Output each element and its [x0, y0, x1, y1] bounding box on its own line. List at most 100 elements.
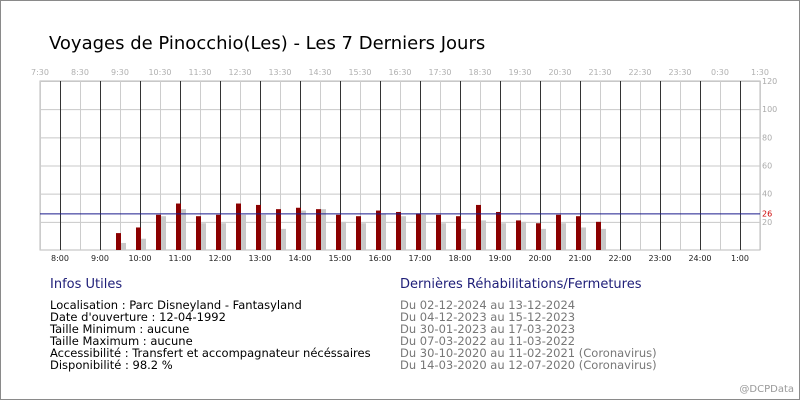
info-line: Date d'ouverture : 12-04-1992: [50, 310, 226, 325]
bar-primary: [536, 223, 541, 250]
bottom-axis-label: 8:00: [51, 254, 69, 263]
y-tick-label: 20: [762, 218, 772, 227]
bar-primary: [176, 203, 181, 250]
bar-secondary: [201, 223, 206, 250]
bar-secondary: [361, 223, 366, 250]
bottom-axis-label: 13:00: [248, 254, 271, 263]
chart-title: Voyages de Pinocchio(Les) - Les 7 Dernie…: [49, 33, 486, 54]
top-axis-label: 18:30: [468, 68, 491, 77]
bottom-axis-label: 17:00: [408, 254, 431, 263]
top-axis-label: 9:30: [111, 68, 129, 77]
bar-secondary: [461, 228, 466, 250]
bar-primary: [576, 216, 581, 250]
rehab-line: Du 30-01-2023 au 17-03-2023: [400, 322, 576, 337]
y-tick-label: 80: [762, 133, 772, 142]
top-axis-label: 7:30: [31, 68, 49, 77]
y-tick-label: 60: [762, 162, 772, 171]
bar-secondary: [541, 228, 546, 250]
bar-secondary: [581, 227, 586, 250]
bottom-axis-label: 19:00: [488, 254, 511, 263]
top-axis-label: 20:30: [548, 68, 571, 77]
bar-secondary: [181, 209, 186, 250]
top-axis-label: 10:30: [148, 68, 171, 77]
info-line: Localisation : Parc Disneyland - Fantasy…: [50, 298, 302, 312]
bar-secondary: [421, 214, 426, 250]
rehab-line: Du 02-12-2024 au 13-12-2024: [400, 298, 576, 312]
bar-primary: [116, 233, 121, 250]
reference-line-label: 26: [762, 209, 772, 218]
bottom-axis-label: 24:00: [688, 254, 711, 263]
bar-primary: [236, 203, 241, 250]
top-axis-label: 19:30: [508, 68, 531, 77]
bar-secondary: [241, 214, 246, 250]
top-axis-label: 8:30: [71, 68, 89, 77]
top-axis-label: 17:30: [428, 68, 451, 77]
y-tick-label: 100: [762, 105, 777, 114]
rehab-list: Du 02-12-2024 au 13-12-2024 Du 04-12-2023…: [400, 299, 657, 372]
bar-primary: [376, 210, 381, 250]
info-line: Disponibilité : 98.2 %: [50, 358, 173, 373]
rehab-line: Du 14-03-2020 au 12-07-2020 (Coronavirus…: [400, 358, 657, 373]
bar-secondary: [381, 213, 386, 250]
bar-primary: [296, 207, 301, 250]
top-axis-label: 16:30: [388, 68, 411, 77]
info-list: Localisation : Parc Disneyland - Fantasy…: [50, 299, 371, 372]
bar-secondary: [121, 242, 126, 250]
rehab-line: Du 04-12-2023 au 15-12-2023: [400, 310, 576, 325]
bottom-axis-label: 20:00: [528, 254, 551, 263]
bottom-axis-label: 23:00: [648, 254, 671, 263]
bottom-axis-label: 21:00: [568, 254, 591, 263]
bar-primary: [396, 211, 401, 250]
bottom-axis-label: 18:00: [448, 254, 471, 263]
bottom-axis-label: 11:00: [168, 254, 191, 263]
y-tick-label: 120: [762, 77, 777, 86]
top-axis-label: 15:30: [348, 68, 371, 77]
top-axis-label: 11:30: [188, 68, 211, 77]
bar-primary: [476, 204, 481, 250]
top-axis-label: 0:30: [711, 68, 729, 77]
top-axis-label: 21:30: [588, 68, 611, 77]
info-heading: Infos Utiles: [50, 277, 123, 292]
bar-secondary: [321, 209, 326, 250]
bar-secondary: [261, 214, 266, 250]
top-axis-label: 13:30: [268, 68, 291, 77]
bar-primary: [416, 213, 421, 250]
bar-secondary: [341, 221, 346, 250]
bar-primary: [356, 216, 361, 250]
bar-secondary: [141, 238, 146, 250]
bar-primary: [196, 216, 201, 250]
bar-primary: [496, 211, 501, 250]
bar-secondary: [281, 228, 286, 250]
info-line: Taille Minimum : aucune: [50, 322, 190, 337]
bar-primary: [276, 209, 281, 250]
bar-secondary: [521, 221, 526, 250]
bottom-axis-label: 15:00: [328, 254, 351, 263]
bar-primary: [216, 214, 221, 250]
top-axis-label: 22:30: [628, 68, 651, 77]
bar-primary: [556, 214, 561, 250]
bar-secondary: [441, 223, 446, 250]
bottom-axis-label: 12:00: [208, 254, 231, 263]
bar-secondary: [561, 223, 566, 250]
y-tick-label: 40: [762, 190, 772, 199]
bar-secondary: [161, 216, 166, 250]
bottom-axis-label: 9:00: [91, 254, 109, 263]
bottom-axis-label: 10:00: [128, 254, 151, 263]
bar-primary: [256, 204, 261, 250]
bar-secondary: [221, 223, 226, 250]
bottom-axis-label: 14:00: [288, 254, 311, 263]
rehab-line: Du 30-10-2020 au 11-02-2021 (Coronavirus…: [400, 346, 657, 361]
bar-primary: [596, 221, 601, 250]
bar-primary: [316, 209, 321, 250]
info-line: Taille Maximum : aucune: [50, 334, 193, 349]
bar-secondary: [301, 210, 306, 250]
bottom-axis-label: 22:00: [608, 254, 631, 263]
bar-secondary: [481, 220, 486, 250]
top-axis-label: 12:30: [228, 68, 251, 77]
credit-text: @DCPData: [739, 384, 794, 395]
info-line: Accessibilité : Transfert et accompagnat…: [50, 346, 371, 361]
bottom-axis-label: 16:00: [368, 254, 391, 263]
bar-secondary: [601, 228, 606, 250]
top-axis-label: 14:30: [308, 68, 331, 77]
